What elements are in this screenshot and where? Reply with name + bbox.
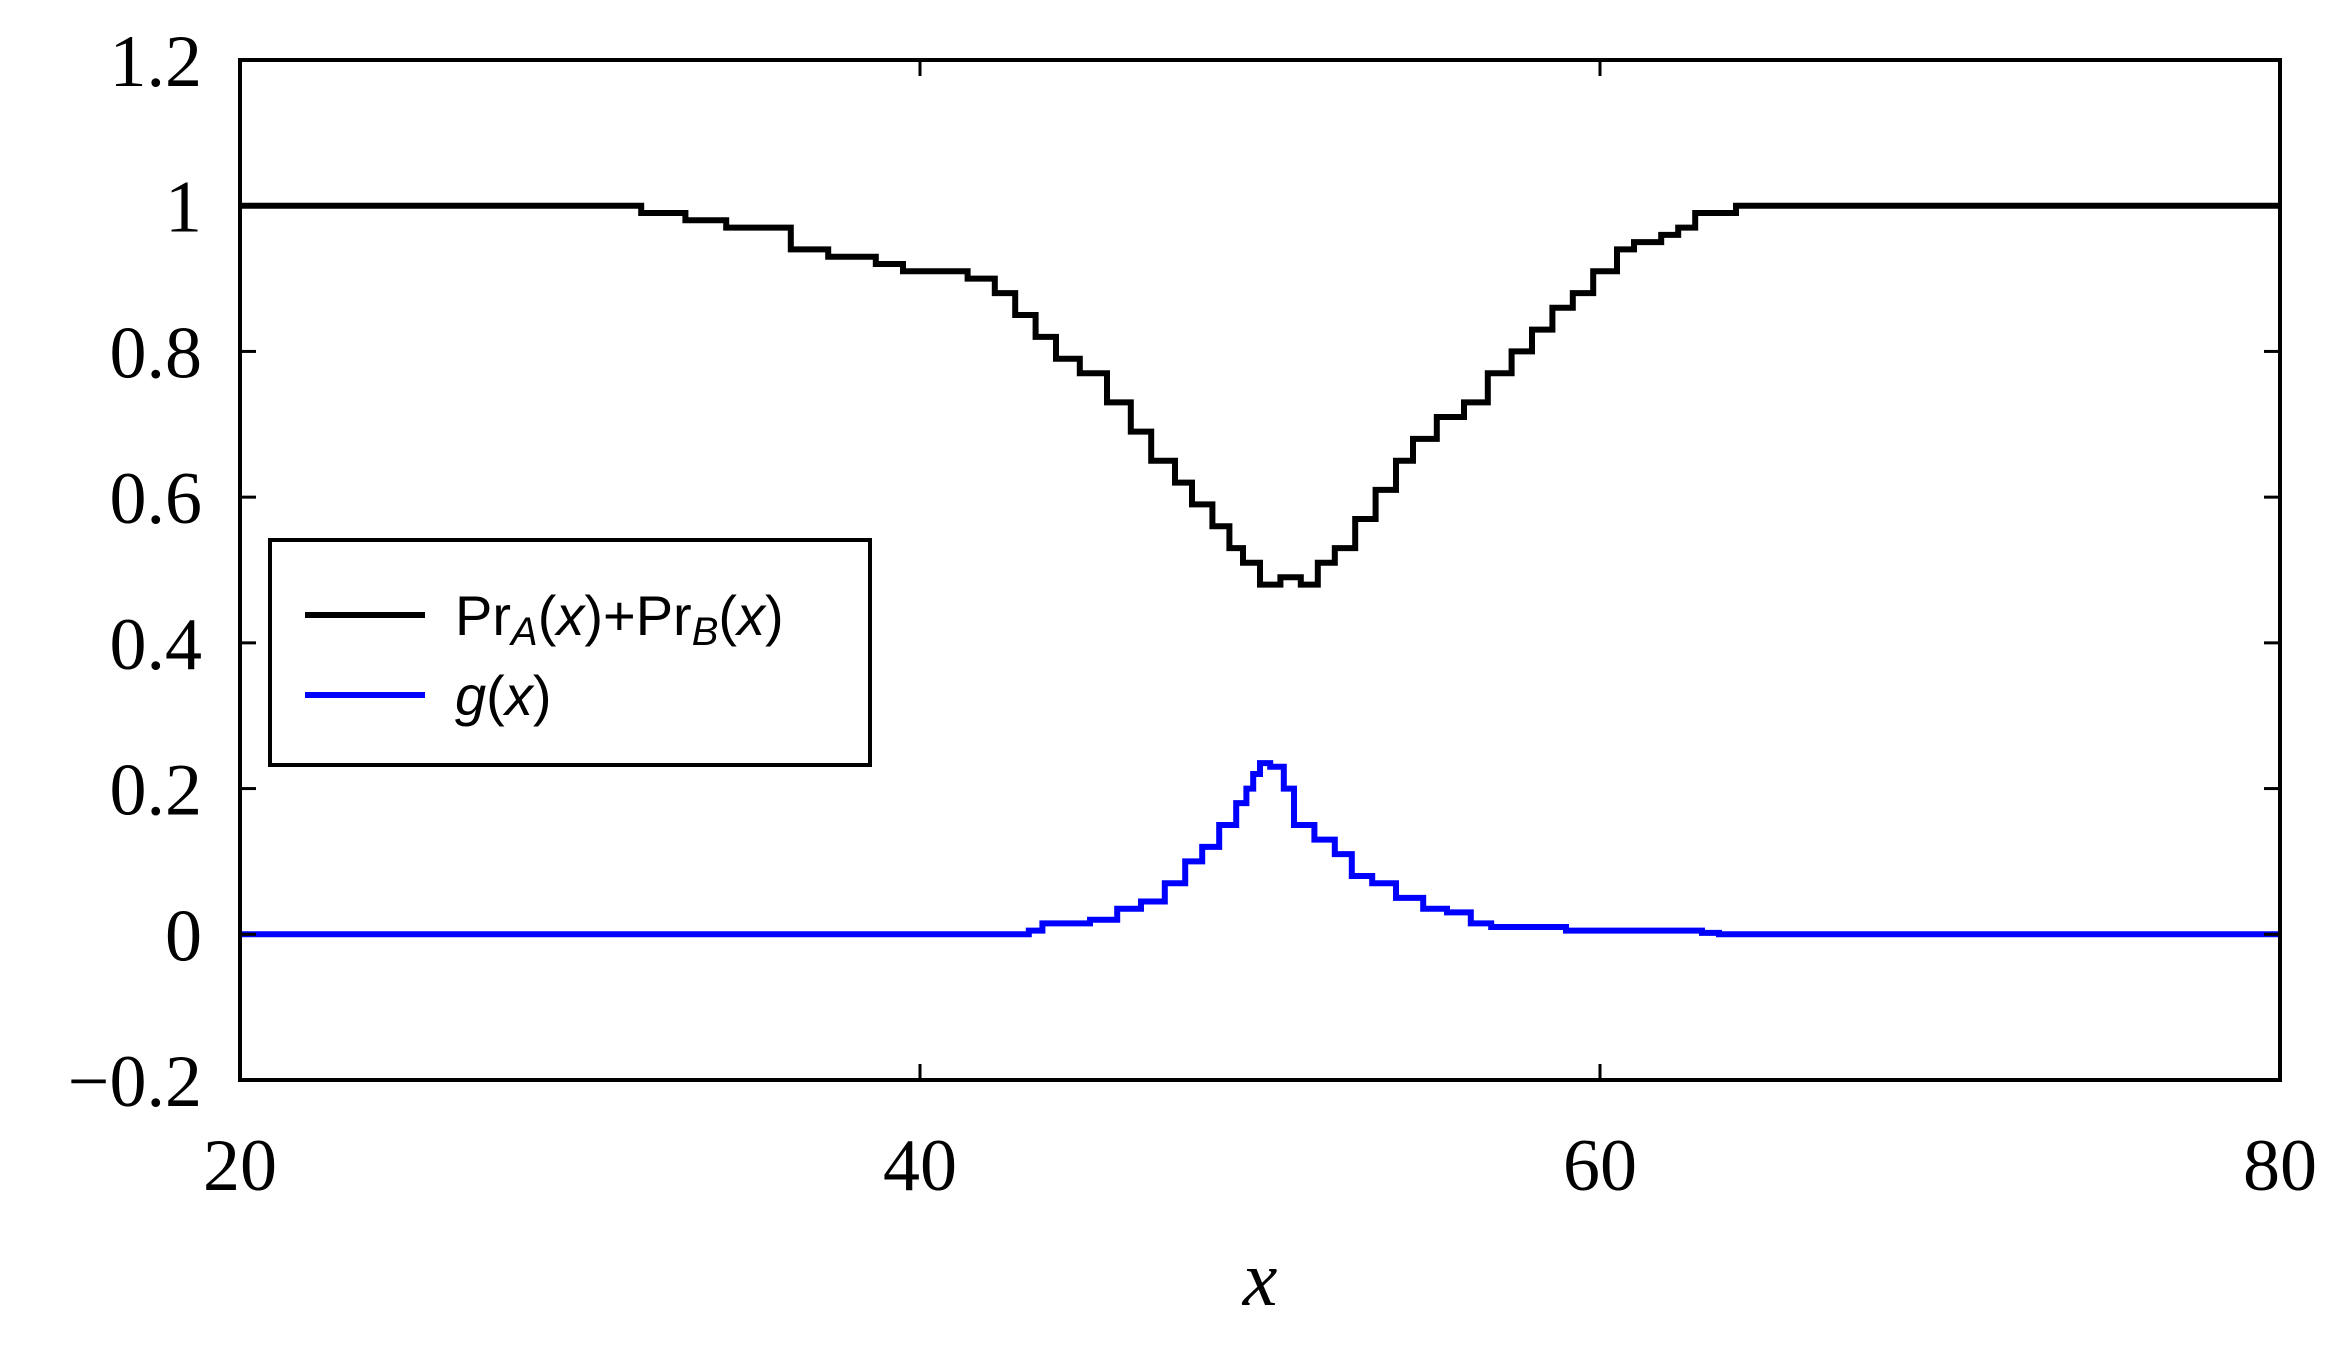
x-tick-label: 80 xyxy=(2243,1125,2317,1207)
legend-label-1: PrA(x)+PrB(x) xyxy=(455,584,784,654)
y-tick-label: 1 xyxy=(165,167,202,249)
series-line-2 xyxy=(240,760,2280,938)
axis-ticks xyxy=(238,58,2282,1082)
y-tick-label: 0.2 xyxy=(110,750,203,832)
x-tick-label: 60 xyxy=(1563,1125,1637,1207)
legend-box xyxy=(268,538,872,767)
y-tick-label: 0.4 xyxy=(110,604,203,686)
series-layer xyxy=(240,202,2280,938)
plot-area-frame xyxy=(238,58,2282,1082)
y-tick-label: 1.2 xyxy=(110,21,203,103)
series-line-1 xyxy=(240,202,2280,588)
axis-labels: 20 40 60 80 −0.2 0 0.2 0.4 0.6 0.8 1 1.2 x xyxy=(68,21,2317,1322)
y-tick-label: −0.2 xyxy=(68,1041,202,1123)
y-tick-label: 0 xyxy=(165,895,202,977)
legend-label-2: g(x) xyxy=(455,664,551,727)
y-tick-label: 0.8 xyxy=(110,312,203,394)
legend: PrA(x)+PrB(x) g(x) xyxy=(268,538,872,767)
x-axis-title: x xyxy=(1242,1235,1278,1322)
x-tick-label: 40 xyxy=(883,1125,957,1207)
x-tick-label: 20 xyxy=(203,1125,277,1207)
y-tick-label: 0.6 xyxy=(110,458,203,540)
